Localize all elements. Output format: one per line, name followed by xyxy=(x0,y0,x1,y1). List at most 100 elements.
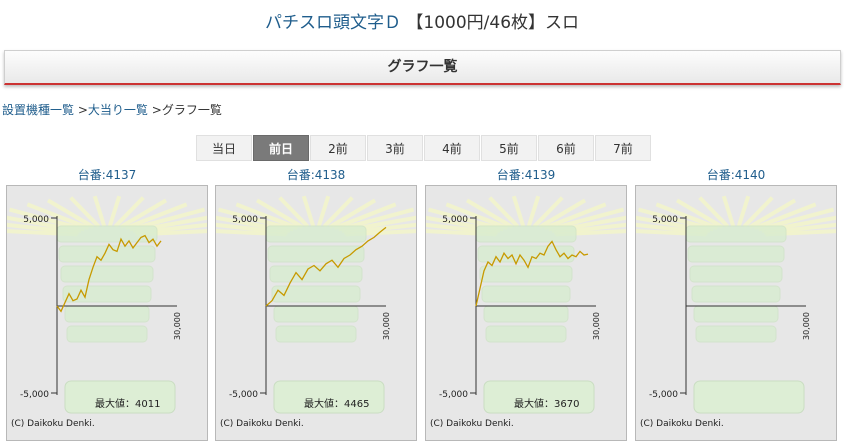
graph-card[interactable]: 台番:4137 5,000 -5,000 30,000 最大値：4011 (C) D… xyxy=(6,168,208,441)
data-series-line xyxy=(265,226,387,307)
background-tray xyxy=(689,265,783,283)
background-ray xyxy=(278,196,310,228)
background-ray xyxy=(26,202,90,230)
graph-background xyxy=(7,195,207,414)
background-ray xyxy=(748,198,797,229)
graph-card[interactable]: 台番:4139 5,000 -5,000 30,000 最大値：3670 (C) D… xyxy=(425,168,627,441)
background-tray xyxy=(275,325,357,343)
graph-background xyxy=(636,195,836,414)
day-tabs: 当日 前日 2前 3前 4前 5前 6前 7前 xyxy=(196,135,651,161)
machine-number: 台番:4140 xyxy=(706,168,766,182)
background-ray xyxy=(328,198,377,229)
background-ray xyxy=(753,202,817,230)
tab-4-days-ago[interactable]: 4前 xyxy=(424,135,480,161)
x-tick-label: 30,000 xyxy=(382,312,391,340)
background-tray xyxy=(685,225,787,243)
page-title: グラフ一覧 xyxy=(387,59,458,75)
copyright-text: (C) Daikoku Denki. xyxy=(430,419,514,429)
background-tray xyxy=(273,305,359,323)
x-tick-label: 30,000 xyxy=(802,312,811,340)
x-tick-label: 30,000 xyxy=(173,312,182,340)
tab-5-days-ago[interactable]: 5前 xyxy=(481,135,537,161)
background-tray xyxy=(483,380,595,414)
max-value-label: 最大値：4011 xyxy=(95,397,160,410)
background-ray xyxy=(124,202,188,230)
breadcrumb-link-bonus-list[interactable]: 大当り一覧 xyxy=(87,103,148,117)
background-tray xyxy=(60,265,154,283)
background-tray xyxy=(64,380,176,414)
background-tray xyxy=(477,245,575,263)
y-tick-label: -5,000 xyxy=(439,390,468,400)
graph-frame: 5,000 -5,000 30,000 (C) Daikoku Denki. xyxy=(635,185,837,441)
background-ray xyxy=(92,195,107,227)
background-ray xyxy=(698,196,730,228)
graph-background xyxy=(426,195,626,414)
y-tick-label: -5,000 xyxy=(649,390,678,400)
machine-rate: 【1000円/46枚】スロ xyxy=(406,13,580,33)
machine-number: 台番:4137 xyxy=(77,168,137,182)
graph-card[interactable]: 台番:4140 5,000 -5,000 30,000 (C) Daikoku De… xyxy=(635,168,837,441)
background-ray xyxy=(736,195,751,227)
tab-2-days-ago[interactable]: 2前 xyxy=(310,135,366,161)
background-ray xyxy=(69,196,101,228)
y-tick-label: 5,000 xyxy=(232,215,258,225)
y-tick-label: 5,000 xyxy=(442,215,468,225)
machine-number: 台番:4139 xyxy=(496,168,556,182)
background-tray xyxy=(269,265,363,283)
machine-number: 台番:4138 xyxy=(286,168,346,182)
y-tick-label: -5,000 xyxy=(20,390,49,400)
max-value-label: 最大値：3670 xyxy=(514,397,579,410)
copyright-text: (C) Daikoku Denki. xyxy=(11,419,95,429)
background-tray xyxy=(693,380,805,414)
background-ray xyxy=(301,195,316,227)
background-ray xyxy=(655,202,719,230)
slump-graph: 5,000 -5,000 30,000 最大値：4465 (C) Daikoku D… xyxy=(216,195,416,429)
graph-frame: 5,000 -5,000 30,000 最大値：4465 (C) Daikoku D… xyxy=(215,185,417,441)
background-tray xyxy=(66,325,148,343)
background-tray xyxy=(695,325,777,343)
background-tray xyxy=(483,305,569,323)
graph-card[interactable]: 台番:4138 5,000 -5,000 30,000 最大値：4465 (C) D… xyxy=(215,168,417,441)
breadcrumb-link-machine-list[interactable]: 設置機種一覧 xyxy=(2,103,75,117)
background-ray xyxy=(113,196,145,228)
slump-graph: 5,000 -5,000 30,000 (C) Daikoku Denki. xyxy=(636,195,836,429)
slump-graph: 5,000 -5,000 30,000 最大値：3670 (C) Daikoku D… xyxy=(426,195,626,429)
background-ray xyxy=(532,196,564,228)
breadcrumb: 設置機種一覧 >大当り一覧 >グラフ一覧 xyxy=(2,101,222,118)
background-ray xyxy=(742,196,774,228)
background-ray xyxy=(721,195,736,227)
background-tray xyxy=(479,265,573,283)
tab-today[interactable]: 当日 xyxy=(196,135,252,161)
background-ray xyxy=(675,198,724,229)
tab-3-days-ago[interactable]: 3前 xyxy=(367,135,423,161)
background-tray xyxy=(481,285,571,303)
background-ray xyxy=(526,195,541,227)
background-ray xyxy=(46,198,95,229)
y-tick-label: 5,000 xyxy=(652,215,678,225)
background-tray xyxy=(58,245,156,263)
background-tray xyxy=(56,225,158,243)
max-value-label: 最大値：4465 xyxy=(304,397,369,410)
tab-6-days-ago[interactable]: 6前 xyxy=(538,135,594,161)
tab-7-days-ago[interactable]: 7前 xyxy=(595,135,651,161)
background-ray xyxy=(107,195,122,227)
page-header: グラフ一覧 xyxy=(4,50,841,85)
background-tray xyxy=(267,245,365,263)
y-tick-label: -5,000 xyxy=(229,390,258,400)
graph-background xyxy=(216,195,416,414)
background-tray xyxy=(265,225,367,243)
graph-frame: 5,000 -5,000 30,000 最大値：3670 (C) Daikoku D… xyxy=(425,185,627,441)
background-ray xyxy=(322,196,354,228)
background-tray xyxy=(475,225,577,243)
background-ray xyxy=(488,196,520,228)
background-ray xyxy=(465,198,514,229)
breadcrumb-separator: > xyxy=(151,103,162,117)
background-ray xyxy=(543,202,607,230)
background-ray xyxy=(119,198,168,229)
data-series-line xyxy=(56,234,162,313)
x-tick-label: 30,000 xyxy=(592,312,601,340)
background-ray xyxy=(333,202,397,230)
background-ray xyxy=(255,198,304,229)
slump-graph: 5,000 -5,000 30,000 最大値：4011 (C) Daikoku D… xyxy=(7,195,207,429)
tab-previous-day[interactable]: 前日 xyxy=(253,135,309,161)
